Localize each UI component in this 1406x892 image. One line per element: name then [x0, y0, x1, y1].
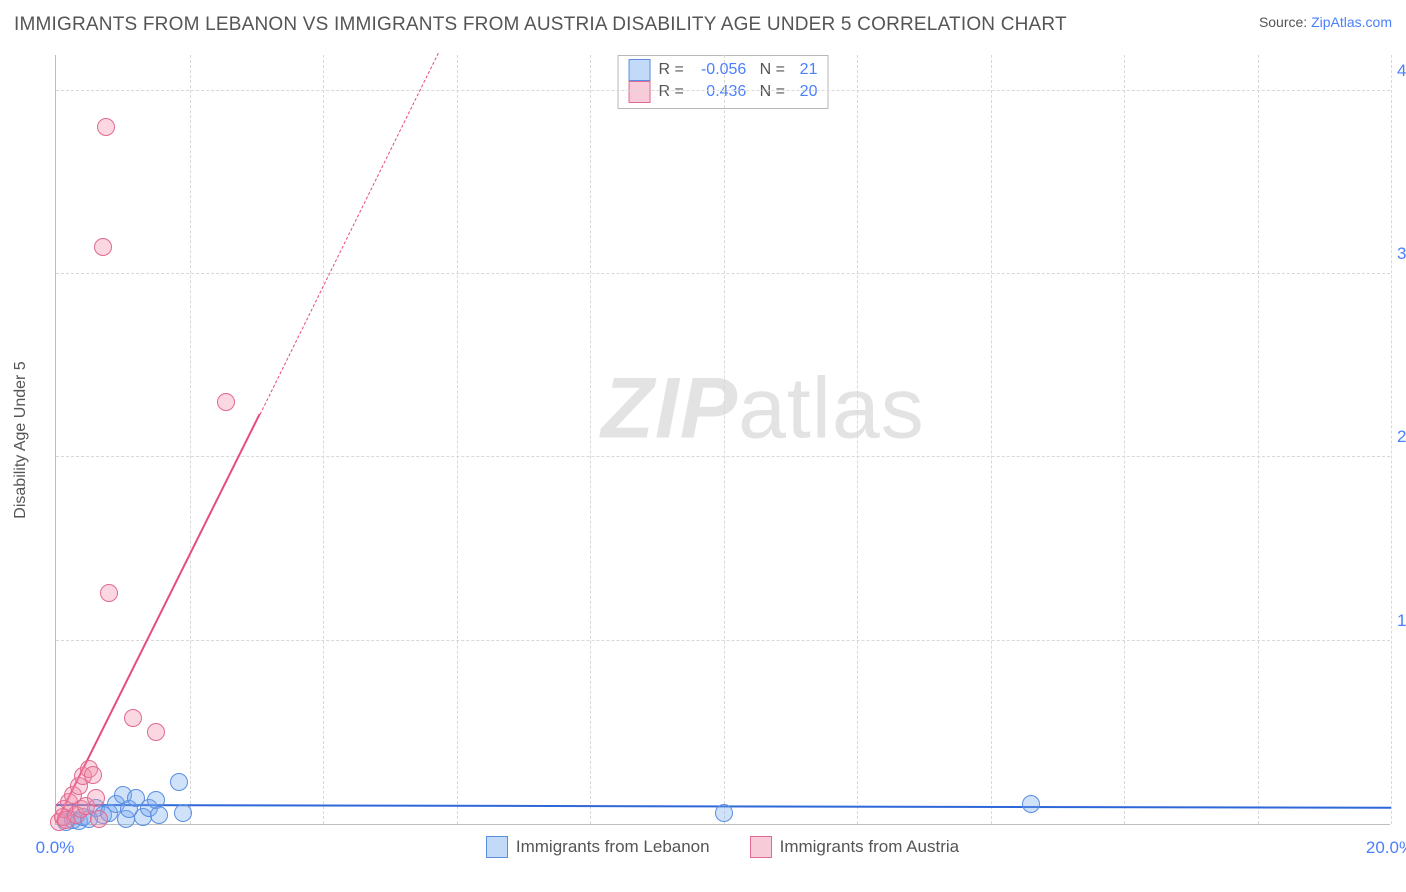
gridline-v	[1258, 55, 1259, 824]
data-point	[174, 804, 192, 822]
data-point	[715, 804, 733, 822]
source-link[interactable]: ZipAtlas.com	[1311, 14, 1392, 30]
legend-swatch	[629, 81, 651, 103]
data-point	[97, 118, 115, 136]
y-tick-label: 20.0%	[1397, 427, 1406, 447]
data-point	[170, 773, 188, 791]
y-tick-label: 40.0%	[1397, 61, 1406, 81]
data-point	[150, 806, 168, 824]
watermark: ZIPatlas	[601, 359, 924, 458]
legend-swatch	[486, 836, 508, 858]
gridline-v	[323, 55, 324, 824]
data-point	[100, 584, 118, 602]
series-legend: Immigrants from Lebanon Immigrants from A…	[55, 836, 1390, 858]
legend-item: Immigrants from Austria	[750, 836, 960, 858]
legend-swatch	[629, 59, 651, 81]
data-point	[90, 810, 108, 828]
data-point	[87, 789, 105, 807]
data-point	[147, 723, 165, 741]
gridline-v	[1391, 55, 1392, 824]
source-credit: Source: ZipAtlas.com	[1259, 14, 1392, 30]
data-point	[217, 393, 235, 411]
data-point	[94, 238, 112, 256]
gridline-h	[56, 640, 1390, 641]
data-point	[124, 709, 142, 727]
gridline-v	[190, 55, 191, 824]
x-tick-label: 20.0%	[1366, 838, 1406, 858]
gridline-h	[56, 273, 1390, 274]
chart-title: IMMIGRANTS FROM LEBANON VS IMMIGRANTS FR…	[14, 14, 1067, 36]
x-tick-label: 0.0%	[36, 838, 75, 858]
gridline-v	[724, 55, 725, 824]
legend-label: Immigrants from Austria	[780, 837, 960, 857]
scatter-plot: ZIPatlas R = -0.056 N = 21R = 0.436 N = …	[55, 55, 1390, 825]
gridline-v	[1124, 55, 1125, 824]
legend-stats: R = 0.436 N = 20	[659, 81, 818, 103]
legend-label: Immigrants from Lebanon	[516, 837, 710, 857]
y-axis-title: Disability Age Under 5	[12, 361, 30, 518]
gridline-h	[56, 456, 1390, 457]
y-tick-label: 30.0%	[1397, 244, 1406, 264]
y-tick-label: 10.0%	[1397, 611, 1406, 631]
gridline-v	[590, 55, 591, 824]
gridline-v	[857, 55, 858, 824]
plot-area: Disability Age Under 5 ZIPatlas R = -0.0…	[55, 55, 1390, 825]
gridline-v	[457, 55, 458, 824]
data-point	[1022, 795, 1040, 813]
data-point	[84, 766, 102, 784]
legend-swatch	[750, 836, 772, 858]
gridline-v	[991, 55, 992, 824]
legend-item: Immigrants from Lebanon	[486, 836, 710, 858]
legend-stats: R = -0.056 N = 21	[659, 59, 818, 81]
source-prefix: Source:	[1259, 14, 1311, 30]
trend-line	[259, 53, 438, 415]
gridline-h	[56, 90, 1390, 91]
